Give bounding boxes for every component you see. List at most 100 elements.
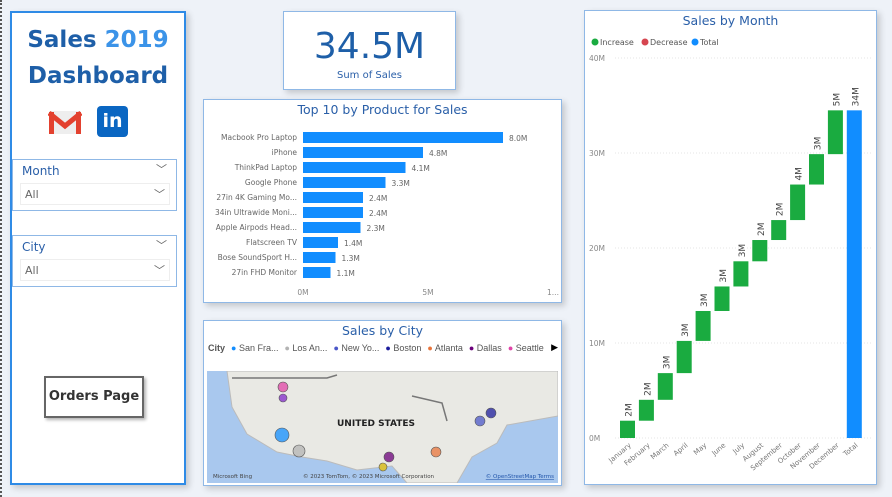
legend-label: Decrease bbox=[650, 38, 688, 47]
month-value: All bbox=[25, 188, 39, 201]
category-label: Bose SoundSport H... bbox=[218, 253, 297, 262]
waterfall-bar[interactable] bbox=[809, 154, 824, 185]
category-label: 27in FHD Monitor bbox=[232, 268, 298, 277]
bar[interactable] bbox=[303, 147, 423, 158]
map-canvas[interactable]: UNITED STATES Microsoft Bing © 2023 TomTom… bbox=[207, 371, 558, 483]
bar[interactable] bbox=[303, 222, 361, 233]
data-label: 2M bbox=[625, 403, 635, 417]
legend-item[interactable]: ● Seattle bbox=[508, 343, 544, 354]
city-bubble[interactable] bbox=[378, 462, 388, 472]
legend-item[interactable]: ● San Fra... bbox=[231, 343, 278, 354]
country-label: UNITED STATES bbox=[337, 419, 415, 429]
legend-label: San Fra... bbox=[238, 343, 279, 353]
data-label: 1.3M bbox=[342, 254, 360, 263]
legend-label: Boston bbox=[393, 343, 422, 353]
waterfall-bar[interactable] bbox=[827, 110, 843, 155]
waterfall-bar[interactable] bbox=[790, 184, 806, 221]
data-label: 2M bbox=[643, 382, 653, 396]
legend-item[interactable]: ● Dallas bbox=[469, 343, 502, 354]
sales-by-city-map: Sales by City City ● San Fra... ● Los An.… bbox=[203, 320, 562, 486]
legend-dot-icon: ● bbox=[231, 343, 239, 353]
month-slicer[interactable]: Month ﹀ All ﹀ bbox=[12, 159, 177, 211]
legend-label: Atlanta bbox=[434, 343, 463, 353]
city-slicer[interactable]: City ﹀ All ﹀ bbox=[12, 235, 177, 287]
data-label: 3M bbox=[700, 293, 710, 307]
city-bubble[interactable] bbox=[274, 427, 290, 443]
waterfall-bar[interactable] bbox=[733, 261, 749, 287]
waterfall-bar[interactable] bbox=[638, 399, 654, 421]
waterfall-bar[interactable] bbox=[676, 340, 692, 374]
legend-marker bbox=[641, 38, 649, 46]
bar[interactable] bbox=[303, 252, 336, 263]
city-dropdown[interactable]: All ﹀ bbox=[20, 259, 170, 281]
kpi-label: Sum of Sales bbox=[336, 70, 403, 81]
month-dropdown[interactable]: All ﹀ bbox=[20, 183, 170, 205]
waterfall-bar[interactable] bbox=[695, 310, 711, 341]
waterfall-bar[interactable] bbox=[620, 420, 635, 438]
legend-next-icon[interactable]: ▶ bbox=[551, 343, 558, 353]
orders-page-button[interactable]: Orders Page bbox=[44, 376, 144, 418]
kpi-value: 34.5M bbox=[313, 26, 426, 67]
map-copyright: © 2023 TomTom, © 2023 Microsoft Corporat… bbox=[303, 473, 435, 480]
data-label: 2M bbox=[757, 223, 767, 237]
bar[interactable] bbox=[303, 192, 363, 203]
bar[interactable] bbox=[303, 177, 386, 188]
chevron-down-icon[interactable]: ﹀ bbox=[156, 163, 167, 176]
data-label: 4.1M bbox=[412, 164, 430, 173]
city-bubble[interactable] bbox=[277, 381, 289, 393]
land bbox=[226, 371, 558, 483]
title-word: Sales bbox=[27, 27, 97, 53]
chevron-down-icon: ﹀ bbox=[154, 188, 165, 201]
y-tick-label: 40M bbox=[589, 54, 605, 63]
legend-item[interactable]: ● New Yo... bbox=[333, 343, 379, 354]
legend-label: Total bbox=[699, 38, 719, 47]
category-label: Macbook Pro Laptop bbox=[221, 133, 297, 142]
linkedin-icon[interactable]: in bbox=[97, 106, 128, 137]
city-bubble[interactable] bbox=[278, 393, 288, 403]
data-label: 34M bbox=[851, 87, 861, 106]
city-bubble[interactable] bbox=[383, 451, 395, 463]
waterfall-bar[interactable] bbox=[714, 286, 730, 311]
osm-terms-link[interactable]: © OpenStreetMap Terms bbox=[486, 473, 554, 480]
legend-dot-icon: ● bbox=[507, 343, 516, 353]
waterfall-bar[interactable] bbox=[752, 240, 768, 262]
bar[interactable] bbox=[303, 237, 338, 248]
bar[interactable] bbox=[303, 162, 406, 173]
chevron-down-icon[interactable]: ﹀ bbox=[156, 239, 167, 252]
legend-dot-icon: ● bbox=[333, 343, 342, 353]
y-tick-label: 0M bbox=[589, 434, 600, 443]
x-tick-label: June bbox=[710, 441, 728, 458]
city-bubble[interactable] bbox=[485, 407, 497, 419]
legend-item[interactable]: ● Los An... bbox=[284, 343, 327, 354]
legend-dot-icon: ● bbox=[468, 343, 477, 353]
x-tick-label: Total bbox=[841, 441, 859, 458]
waterfall-bar[interactable] bbox=[846, 110, 862, 438]
sales-by-month-chart: Sales by Month Increase Decrease Total 0M 10… bbox=[584, 10, 877, 485]
legend-item[interactable]: ● Boston bbox=[385, 343, 421, 354]
legend-label: Seattle bbox=[515, 343, 544, 353]
chart-title: Sales by Month bbox=[682, 13, 779, 28]
gmail-icon[interactable] bbox=[48, 108, 82, 136]
top-products-chart: Top 10 by Product for Sales Macbook Pro … bbox=[203, 99, 562, 303]
bar[interactable] bbox=[303, 132, 503, 143]
city-bubble[interactable] bbox=[430, 446, 442, 458]
bar[interactable] bbox=[303, 267, 331, 278]
data-label: 8.0M bbox=[509, 134, 527, 143]
bar[interactable] bbox=[303, 207, 363, 218]
legend-dot-icon: ● bbox=[427, 343, 435, 353]
data-label: 3M bbox=[681, 323, 691, 337]
city-bubble[interactable] bbox=[292, 444, 306, 458]
data-label: 4.8M bbox=[429, 149, 447, 158]
category-label: Apple Airpods Head... bbox=[216, 223, 297, 232]
waterfall-bar[interactable] bbox=[657, 373, 673, 400]
waterfall-canvas: Increase Decrease Total0M10M20M30M40M2MJan… bbox=[589, 38, 873, 472]
y-tick-label: 30M bbox=[589, 149, 605, 158]
border-line bbox=[232, 374, 448, 422]
city-bubble[interactable] bbox=[474, 415, 486, 427]
waterfall-bar[interactable] bbox=[771, 220, 787, 241]
data-label: 4M bbox=[795, 167, 805, 181]
legend-item[interactable]: ● Atlanta bbox=[427, 343, 462, 354]
title-year: 2019 bbox=[104, 27, 169, 53]
data-label: 3M bbox=[662, 356, 672, 370]
data-label: 2M bbox=[776, 203, 786, 217]
